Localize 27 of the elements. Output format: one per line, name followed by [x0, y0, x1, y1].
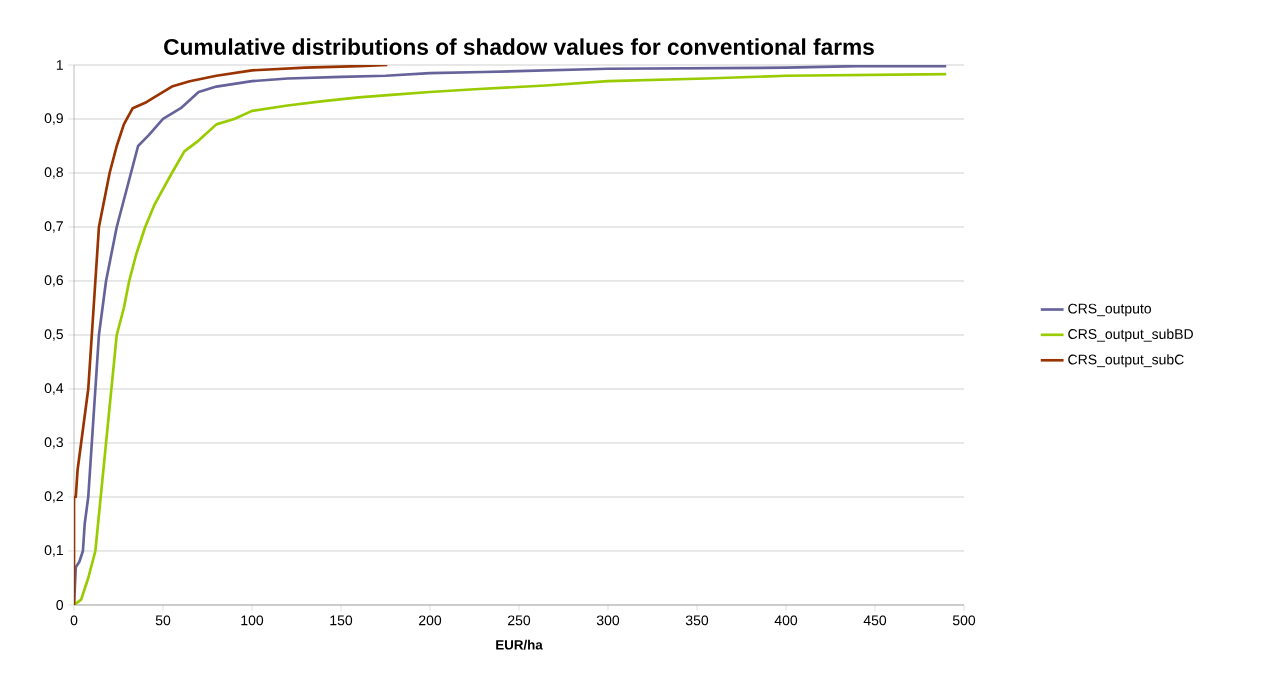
x-tick-label: 300	[596, 615, 620, 626]
y-tick-label: 0,5	[44, 329, 64, 341]
y-tick-label: 0	[56, 600, 64, 610]
chart-title: Cumulative distributions of shadow values for conventional farms	[164, 38, 874, 55]
x-tick-label: 100	[241, 615, 264, 626]
x-tick-label: 350	[685, 615, 709, 626]
x-axis-title: EUR/ha	[496, 639, 543, 650]
legend-label: CRS_outputo	[1068, 303, 1152, 317]
x-tick-label: 0	[70, 615, 78, 626]
y-tick-label: 0,7	[44, 221, 63, 233]
y-tick-label: 0,4	[44, 383, 64, 395]
y-tick-label: 0,2	[44, 491, 63, 503]
x-tick-label: 200	[419, 615, 442, 626]
legend-label: CRS_output_subBD	[1068, 328, 1193, 342]
x-tick-label: 400	[774, 615, 798, 626]
y-tick-label: 0,6	[44, 275, 63, 287]
x-tick-label: 50	[155, 615, 171, 626]
y-tick-label: 0,3	[44, 437, 63, 449]
y-tick-label: 1	[56, 60, 63, 70]
y-tick-label: 0,8	[44, 167, 63, 179]
x-tick-label: 250	[508, 615, 531, 626]
legend-label: CRS_output_subC	[1068, 354, 1184, 368]
y-tick-label: 0,9	[44, 113, 63, 125]
y-tick-label: 0,1	[44, 545, 63, 557]
x-tick-label: 500	[952, 615, 976, 626]
x-tick-label: 450	[863, 615, 887, 626]
x-tick-label: 150	[330, 615, 353, 626]
